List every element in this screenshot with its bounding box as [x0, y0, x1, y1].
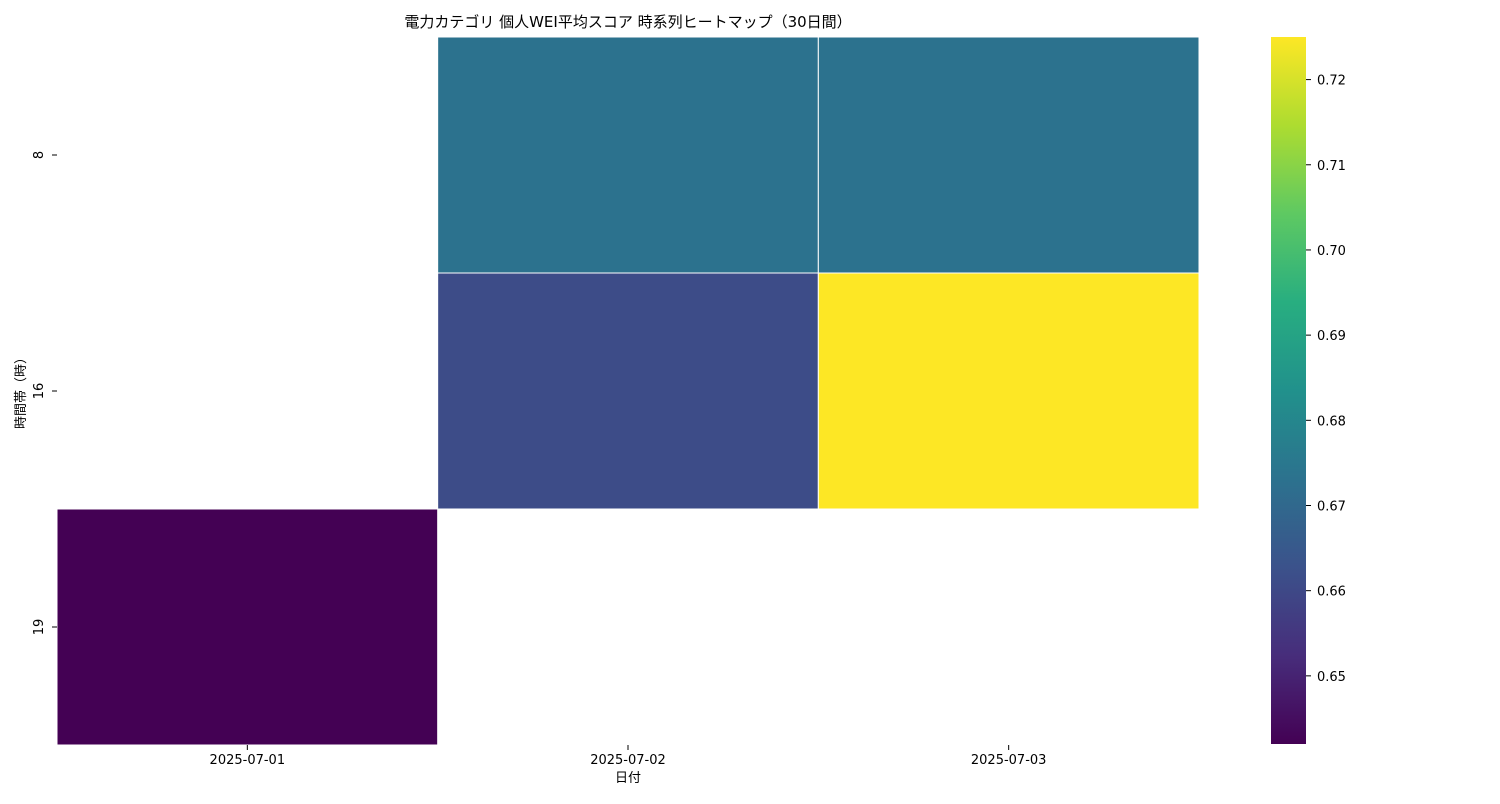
heatmap-cells	[56, 36, 1200, 746]
y-tick-label: 8	[32, 151, 47, 159]
colorbar-tick-label: 0.67	[1317, 499, 1346, 514]
chart-title: 電力カテゴリ 個人WEI平均スコア 時系列ヒートマップ（30日間）	[404, 13, 851, 31]
y-tick-label: 16	[32, 383, 47, 400]
y-axis-ticks: 8 16 19	[32, 151, 57, 635]
colorbar	[1271, 37, 1306, 744]
colorbar-tick-label: 0.65	[1317, 670, 1346, 685]
y-tick-label: 19	[32, 619, 47, 636]
heatmap-cell	[437, 272, 819, 510]
colorbar-tick-label: 0.70	[1317, 244, 1346, 259]
colorbar-ticks: 0.65 0.66 0.67 0.68 0.69 0.70 0.71 0.72	[1306, 74, 1346, 685]
colorbar-tick-label: 0.72	[1317, 74, 1346, 89]
colorbar-tick-label: 0.69	[1317, 329, 1346, 344]
x-axis-label: 日付	[615, 771, 641, 786]
heatmap-cell	[437, 36, 819, 274]
colorbar-tick-label: 0.68	[1317, 414, 1346, 429]
x-tick-label: 2025-07-01	[210, 753, 286, 768]
heatmap-cell	[817, 272, 1200, 510]
colorbar-tick-label: 0.66	[1317, 585, 1346, 600]
y-axis-label: 時間帯（時）	[14, 351, 29, 429]
heatmap-cell	[817, 36, 1200, 274]
heatmap-cell	[56, 508, 439, 746]
x-tick-label: 2025-07-02	[590, 753, 666, 768]
x-tick-label: 2025-07-03	[971, 753, 1047, 768]
x-axis-ticks: 2025-07-01 2025-07-02 2025-07-03	[210, 745, 1047, 768]
colorbar-tick-label: 0.71	[1317, 159, 1346, 174]
